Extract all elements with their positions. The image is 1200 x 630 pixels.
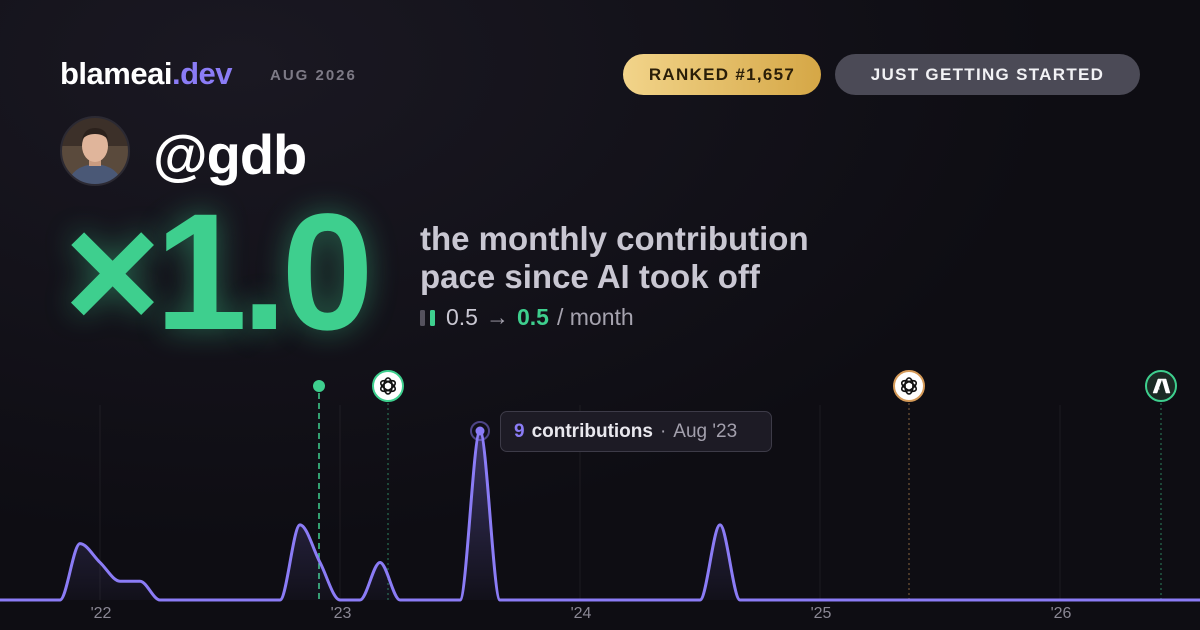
tooltip-value: 9 <box>514 420 525 442</box>
tooltip-label: contributions <box>531 420 653 442</box>
caption: the monthly contribution <box>420 220 809 257</box>
anthropic-logo <box>1145 370 1177 402</box>
openai-logo <box>372 370 404 402</box>
handle: @gdb <box>153 123 307 186</box>
pace-after: 0.5 <box>516 304 549 330</box>
tooltip-date: Aug '23 <box>673 420 738 442</box>
brand-name: blameai <box>60 56 172 91</box>
pace-icon <box>420 309 435 326</box>
pace-before: 0.5 <box>446 304 478 330</box>
x-tick-label: '23 <box>331 605 352 622</box>
line <box>0 429 1200 602</box>
event-dot <box>313 380 325 392</box>
caption: pace since AI took off <box>420 258 760 295</box>
pace-unit: / month <box>556 304 634 330</box>
multiplier: ×1.0 <box>64 180 374 365</box>
openai-logo <box>893 370 925 402</box>
x-tick-label: '26 <box>1051 605 1072 622</box>
tooltip: 9 contributions · Aug '23 <box>500 411 772 452</box>
brand-tld: .dev <box>171 56 233 91</box>
x-tick-label: '24 <box>571 605 592 622</box>
status-badge: JUST GETTING STARTED <box>835 54 1140 95</box>
area <box>0 431 1200 600</box>
date: AUG 2026 <box>270 67 357 84</box>
peak-dot <box>475 426 485 436</box>
pace: 0.5 → 0.5 / month <box>420 304 634 331</box>
x-tick-label: '25 <box>811 605 832 622</box>
brand: blameai.dev <box>60 56 232 92</box>
avatar <box>60 116 130 186</box>
x-tick-label: '22 <box>91 605 112 622</box>
peak-ring <box>470 421 490 441</box>
separator: · <box>659 420 667 442</box>
pace-arrow: → <box>485 304 509 330</box>
rank-badge: RANKED #1,657 <box>623 54 821 95</box>
